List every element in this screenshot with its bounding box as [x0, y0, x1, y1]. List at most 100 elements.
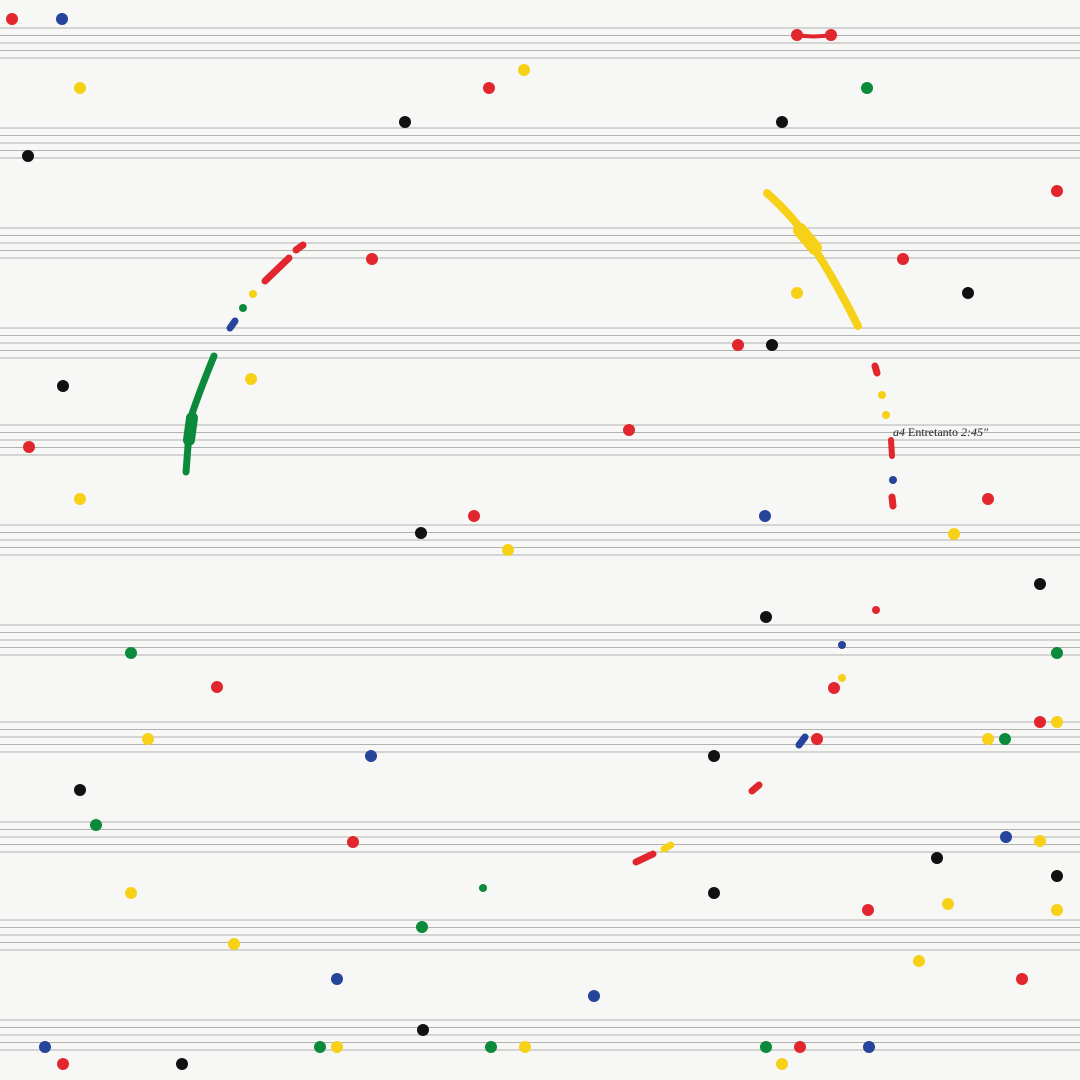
- red-dot: [825, 29, 837, 41]
- yellow-dot: [142, 733, 154, 745]
- yellow-dot: [942, 898, 954, 910]
- green-dot: [479, 884, 487, 892]
- blue-dot: [331, 973, 343, 985]
- red-dot: [811, 733, 823, 745]
- green-dot: [760, 1041, 772, 1053]
- red-dot: [1051, 185, 1063, 197]
- red-dot: [23, 441, 35, 453]
- blue-dot: [56, 13, 68, 25]
- color-dots: [6, 13, 1063, 1070]
- red-arc-stroke-upper: [292, 241, 307, 254]
- annotation-voice: a4: [893, 425, 905, 439]
- blue-dot: [588, 990, 600, 1002]
- yellow-dot: [882, 411, 890, 419]
- yellow-dot: [948, 528, 960, 540]
- blue-dot: [838, 641, 846, 649]
- yellow-dot: [1051, 904, 1063, 916]
- yellow-dash-stroke: [660, 841, 675, 853]
- black-dot: [399, 116, 411, 128]
- red-dash-stroke: [888, 493, 897, 510]
- green-arc-thick-segment: [183, 412, 198, 446]
- yellow-dot: [791, 287, 803, 299]
- blue-dash-stroke: [795, 733, 809, 749]
- red-dot: [1034, 716, 1046, 728]
- yellow-dot: [74, 493, 86, 505]
- score-annotation: a4 Entretanto 2:45": [893, 425, 988, 439]
- red-dot: [347, 836, 359, 848]
- yellow-dot: [518, 64, 530, 76]
- blue-dot: [39, 1041, 51, 1053]
- black-dot: [776, 116, 788, 128]
- blue-dot: [863, 1041, 875, 1053]
- green-dot: [239, 304, 247, 312]
- black-dot: [176, 1058, 188, 1070]
- green-dot: [485, 1041, 497, 1053]
- yellow-dot: [838, 674, 846, 682]
- blue-arc-stroke: [226, 317, 239, 332]
- black-dot: [417, 1024, 429, 1036]
- red-dot: [791, 29, 803, 41]
- black-dot: [962, 287, 974, 299]
- blue-dot: [365, 750, 377, 762]
- black-dot: [766, 339, 778, 351]
- yellow-dot: [74, 82, 86, 94]
- red-dot: [623, 424, 635, 436]
- red-dot: [897, 253, 909, 265]
- yellow-dot: [249, 290, 257, 298]
- red-dot: [828, 682, 840, 694]
- green-dot: [999, 733, 1011, 745]
- black-dot: [74, 784, 86, 796]
- yellow-dot: [519, 1041, 531, 1053]
- red-dot: [862, 904, 874, 916]
- red-dot: [468, 510, 480, 522]
- yellow-dot: [878, 391, 886, 399]
- annotation-label: Entretanto: [908, 425, 958, 439]
- green-dot: [125, 647, 137, 659]
- red-dash-stroke: [888, 437, 895, 459]
- red-dot: [6, 13, 18, 25]
- yellow-dot: [228, 938, 240, 950]
- black-dot: [760, 611, 772, 623]
- green-dot: [861, 82, 873, 94]
- black-dot: [1051, 870, 1063, 882]
- black-dot: [57, 380, 69, 392]
- yellow-dot: [245, 373, 257, 385]
- color-strokes: [182, 33, 897, 866]
- red-dot: [483, 82, 495, 94]
- red-arc-stroke: [261, 254, 293, 285]
- red-dot: [1016, 973, 1028, 985]
- yellow-arc-thick-segment: [793, 223, 822, 255]
- yellow-dot: [331, 1041, 343, 1053]
- green-dot: [1051, 647, 1063, 659]
- blue-dot: [759, 510, 771, 522]
- yellow-dot: [776, 1058, 788, 1070]
- yellow-dot: [913, 955, 925, 967]
- red-dash-stroke: [748, 781, 763, 795]
- red-dash-stroke: [632, 850, 657, 866]
- black-dot: [931, 852, 943, 864]
- red-dot: [794, 1041, 806, 1053]
- green-dot: [416, 921, 428, 933]
- black-dot: [708, 887, 720, 899]
- staff-lines: [0, 27, 1080, 1051]
- black-dot: [708, 750, 720, 762]
- yellow-dot: [125, 887, 137, 899]
- red-dot: [732, 339, 744, 351]
- yellow-dot: [502, 544, 514, 556]
- yellow-dot: [982, 733, 994, 745]
- green-dot: [90, 819, 102, 831]
- blue-dot: [1000, 831, 1012, 843]
- red-dot: [872, 606, 880, 614]
- red-dot: [982, 493, 994, 505]
- black-dot: [22, 150, 34, 162]
- red-dot: [57, 1058, 69, 1070]
- blue-dot: [889, 476, 897, 484]
- red-dot: [211, 681, 223, 693]
- green-dot: [314, 1041, 326, 1053]
- yellow-dot: [1051, 716, 1063, 728]
- red-dash-stroke: [871, 362, 881, 377]
- yellow-dot: [1034, 835, 1046, 847]
- black-dot: [415, 527, 427, 539]
- red-dot: [366, 253, 378, 265]
